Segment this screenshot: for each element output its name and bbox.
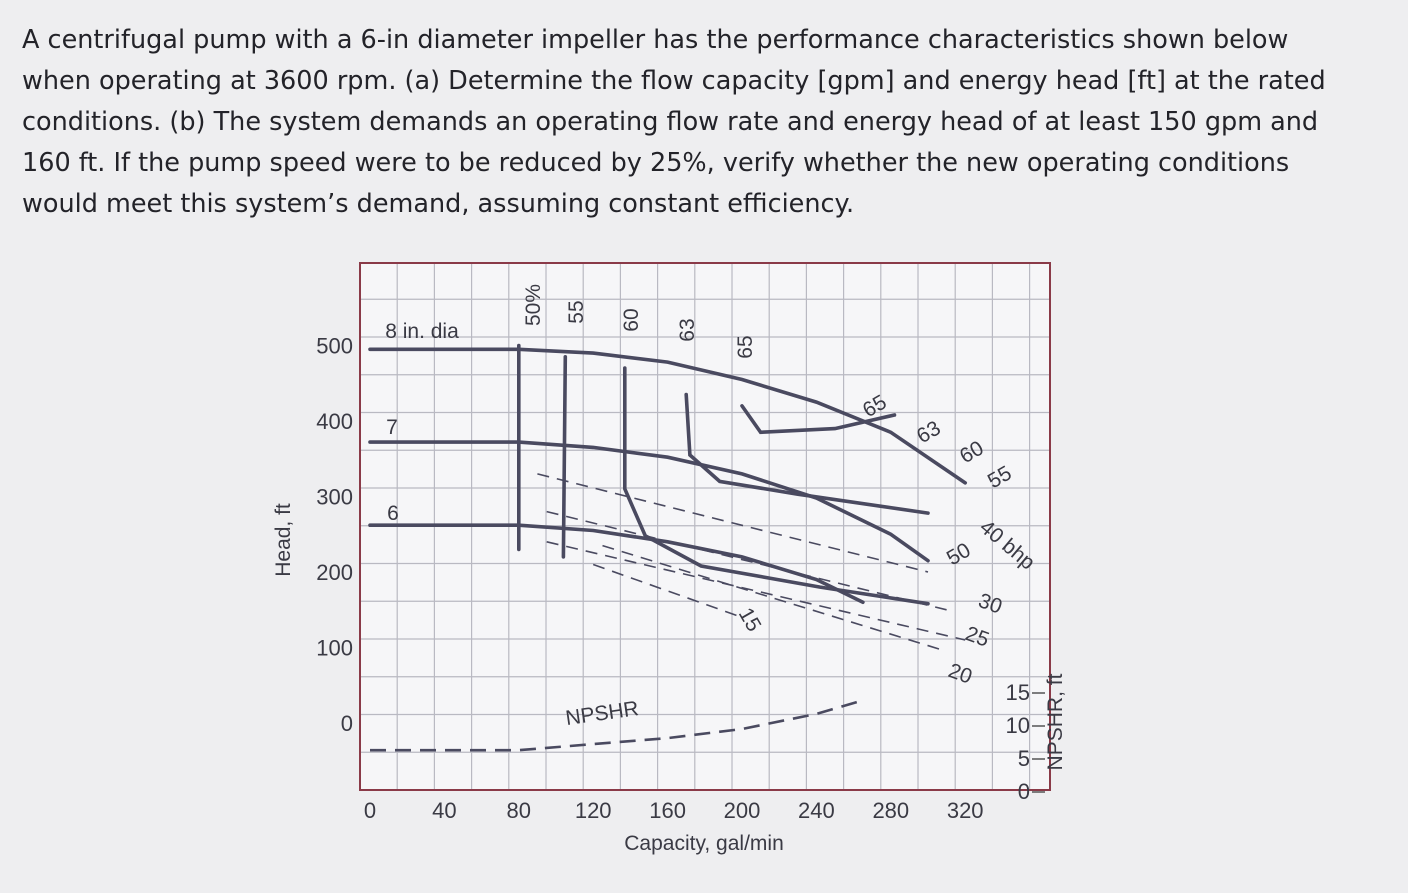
label-diameter-6: 6 [387, 502, 399, 525]
y2-tick-label: 15 [1006, 680, 1030, 705]
y2-tick-label: 10 [1006, 713, 1030, 738]
x-tick-label: 240 [798, 798, 835, 823]
head-curve [368, 440, 930, 563]
y-tick-label: 300 [316, 485, 353, 510]
x-tick-label: 120 [575, 798, 612, 823]
head-curve [368, 347, 967, 485]
x-tick-label: 160 [649, 798, 686, 823]
label-eff-65: 65 [734, 335, 757, 358]
bhp-line [592, 563, 743, 619]
label-eff-55: 55 [565, 300, 588, 323]
y2-axis-label: NPSHR, ft [1044, 673, 1067, 770]
efficiency-curve [740, 404, 897, 435]
efficiency-curve [684, 392, 930, 515]
x-tick-label: 40 [432, 798, 456, 823]
problem-text: A centrifugal pump with a 6-in diameter … [22, 25, 1326, 219]
y-tick-label: 100 [316, 636, 353, 661]
x-tick-label: 0 [364, 798, 376, 823]
label-eff-63: 63 [676, 318, 699, 341]
y-tick-label: 400 [316, 409, 353, 434]
x-tick-label: 200 [724, 798, 761, 823]
y-tick-label: 0 [341, 711, 353, 736]
efficiency-curve [623, 366, 930, 606]
label-diameter-8: 8 in. dia [385, 320, 459, 343]
x-tick-label: 320 [947, 798, 984, 823]
y-tick-label: 200 [316, 560, 353, 585]
bhp-line [546, 510, 947, 611]
y2-tick-label: 5 [1018, 746, 1030, 771]
plot-frame [359, 262, 1051, 791]
bhp-line [537, 473, 929, 573]
problem-statement: A centrifugal pump with a 6-in diameter … [22, 20, 1332, 225]
label-eff-60: 60 [620, 308, 643, 331]
x-axis-label: Capacity, gal/min [624, 832, 784, 855]
y-tick-label: 500 [316, 334, 353, 359]
label-diameter-7: 7 [386, 416, 398, 439]
x-tick-label: 280 [872, 798, 909, 823]
y-axis-label: Head, ft [272, 503, 295, 577]
efficiency-curve [561, 355, 568, 559]
x-tick-label: 80 [507, 798, 531, 823]
label-eff-50: 50% [522, 284, 545, 326]
y2-tick-label: 0 [1018, 779, 1030, 804]
bhp-line [546, 541, 966, 641]
